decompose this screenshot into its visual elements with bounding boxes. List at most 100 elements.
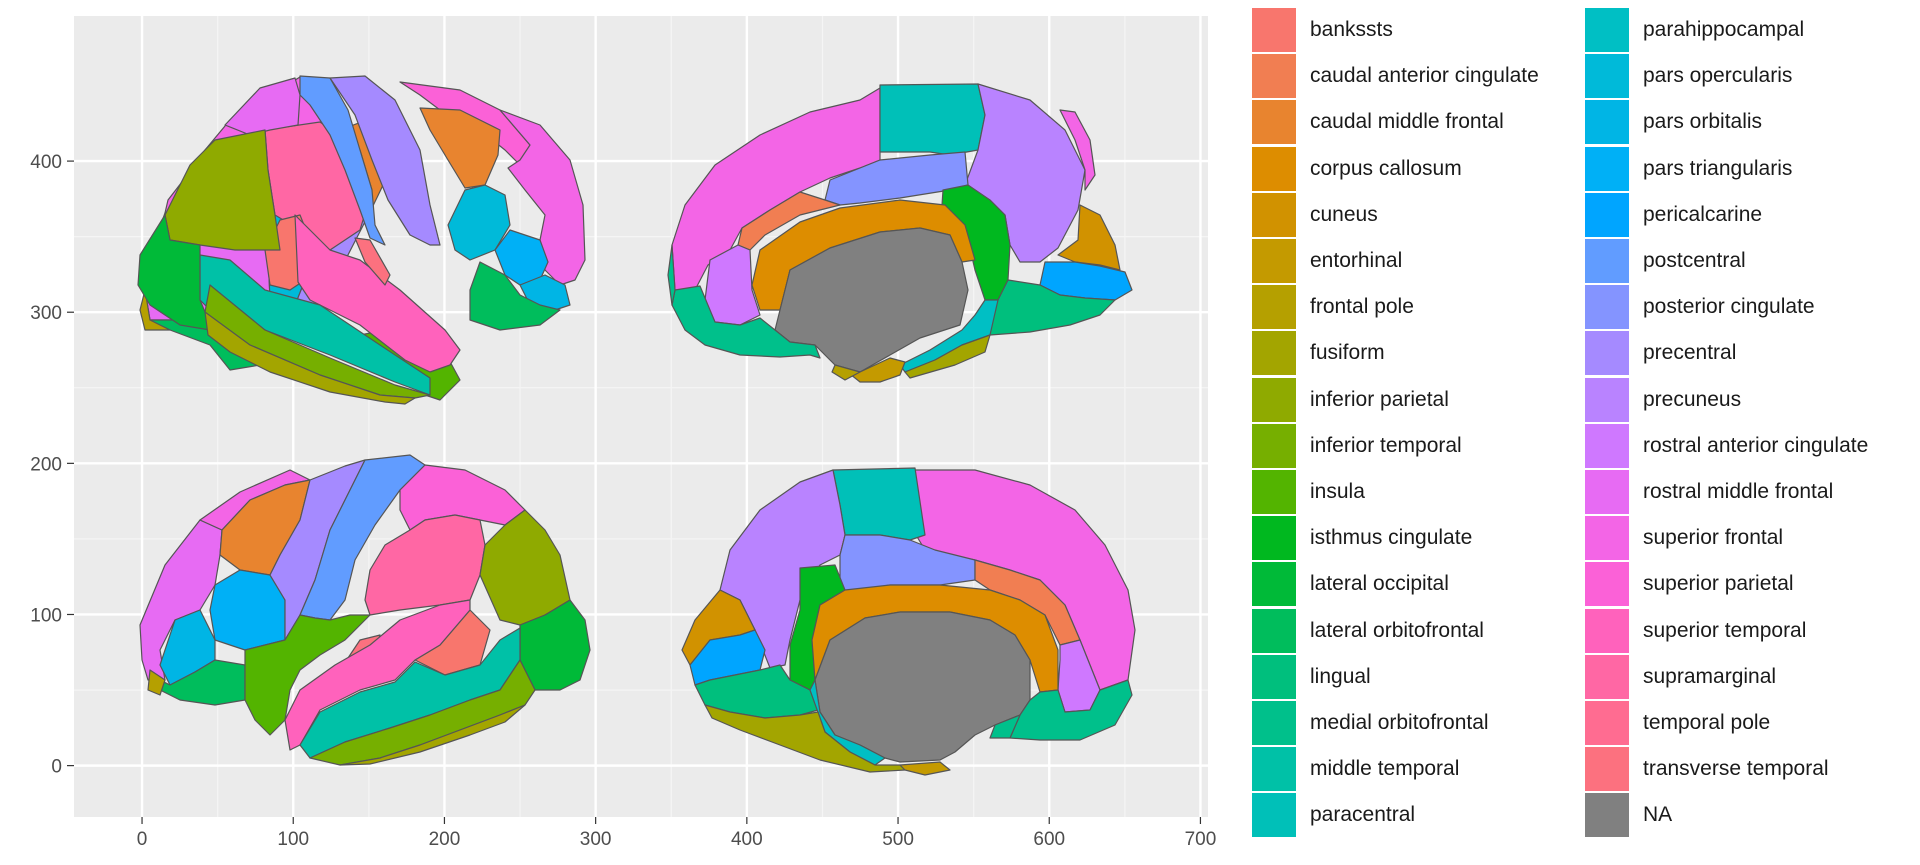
region-cuneus-m xyxy=(1057,204,1121,271)
legend-label: caudal anterior cingulate xyxy=(1310,64,1539,88)
legend-item: pars orbitalis xyxy=(1583,100,1913,145)
legend-label: middle temporal xyxy=(1310,757,1460,781)
legend-key xyxy=(1585,54,1629,99)
region-fusiform xyxy=(204,311,416,405)
region-insula-r xyxy=(244,614,371,736)
brain-medial-right xyxy=(681,467,1136,776)
legend-item: pars triangularis xyxy=(1583,146,1913,191)
legend-key xyxy=(1252,8,1296,52)
legend-label: posterior cingulate xyxy=(1643,295,1815,319)
region-superior-temporal xyxy=(294,214,461,373)
region-superior-frontal-m xyxy=(671,87,881,291)
legend-key xyxy=(1585,285,1629,330)
y-tick-label: 0 xyxy=(51,757,62,778)
region-precuneus-m xyxy=(964,83,1086,263)
brain-medial-left xyxy=(667,83,1133,383)
legend-key xyxy=(1585,331,1629,376)
legend-key xyxy=(1585,562,1629,607)
region-entorhinal-m xyxy=(844,357,906,383)
legend-key xyxy=(1252,654,1296,699)
legend-item: isthmus cingulate xyxy=(1250,516,1580,561)
legend-key xyxy=(1585,8,1629,52)
brain-atlas-plot: 0 100 200 300 400 500 600 700 0 100 200 300 400 xyxy=(30,16,1217,850)
legend-item: fusiform xyxy=(1250,331,1580,376)
legend-item: superior parietal xyxy=(1583,562,1913,607)
legend-key xyxy=(1585,377,1629,422)
region-medial-orbitofrontal-m xyxy=(671,285,821,359)
region-medial-orbitofrontal-m2 xyxy=(667,244,676,306)
legend-item: medial orbitofrontal xyxy=(1250,701,1580,745)
legend-key xyxy=(1585,747,1629,792)
x-tick-label: 400 xyxy=(731,829,763,850)
legend-label: lateral occipital xyxy=(1310,572,1449,596)
region-superior-frontal-m-edge xyxy=(1059,109,1096,191)
legend-key xyxy=(1585,470,1629,514)
region-frontal-pole xyxy=(139,289,171,331)
legend-key xyxy=(1585,100,1629,145)
region-paracentral-m xyxy=(879,83,986,156)
legend-key xyxy=(1252,331,1296,376)
legend-item: bankssts xyxy=(1250,8,1580,52)
legend-item: parahippocampal xyxy=(1583,8,1913,52)
x-tick-label: 0 xyxy=(137,829,148,850)
legend-item: pars opercularis xyxy=(1583,54,1913,99)
legend-item: superior temporal xyxy=(1583,608,1913,653)
region-frontal-pole-m xyxy=(831,364,861,381)
legend-label: corpus callosum xyxy=(1310,156,1462,180)
legend-label: lateral orbitofrontal xyxy=(1310,618,1484,642)
brain-lateral-right xyxy=(139,454,591,766)
legend-key xyxy=(1252,377,1296,422)
legend-label: frontal pole xyxy=(1310,295,1414,319)
legend: bankssts caudal anterior cingulate caudal … xyxy=(1250,8,1916,848)
legend-label: superior temporal xyxy=(1643,618,1807,642)
y-tick-label: 200 xyxy=(30,454,62,475)
y-tick-label: 400 xyxy=(30,152,62,173)
legend-item: precuneus xyxy=(1583,377,1913,422)
legend-label: medial orbitofrontal xyxy=(1310,711,1489,734)
legend-label: pars orbitalis xyxy=(1643,110,1763,134)
legend-key xyxy=(1252,701,1296,745)
legend-key xyxy=(1252,100,1296,145)
region-medial-orbitofrontal-mr xyxy=(1009,679,1133,741)
region-precentral-upper xyxy=(329,75,441,246)
legend-item: insula xyxy=(1250,470,1580,514)
legend-item: cuneus xyxy=(1250,192,1580,237)
legend-label: postcentral xyxy=(1643,249,1746,272)
y-tick-label: 300 xyxy=(30,303,62,324)
legend-label: inferior temporal xyxy=(1310,433,1462,457)
legend-label: parahippocampal xyxy=(1643,18,1805,41)
legend-label: isthmus cingulate xyxy=(1310,526,1473,550)
legend-key xyxy=(1252,562,1296,607)
region-medial-orbitofrontal-mr2 xyxy=(989,714,1021,739)
x-tick-label: 300 xyxy=(580,829,612,850)
legend-key xyxy=(1252,470,1296,514)
legend-key xyxy=(1252,608,1296,653)
legend-label: entorhinal xyxy=(1310,249,1403,272)
legend-key xyxy=(1585,146,1629,191)
region-entorhinal-mr xyxy=(899,761,951,776)
legend-label: NA xyxy=(1643,803,1673,827)
legend-label: superior frontal xyxy=(1643,526,1784,550)
legend-key xyxy=(1585,793,1629,838)
legend-item: supramarginal xyxy=(1583,654,1913,699)
legend-key xyxy=(1585,423,1629,468)
legend-label: precentral xyxy=(1643,341,1737,365)
legend-label: insula xyxy=(1310,480,1365,503)
legend-key xyxy=(1252,239,1296,283)
legend-label: pars opercularis xyxy=(1643,64,1793,88)
legend-item: lingual xyxy=(1250,654,1580,699)
legend-key xyxy=(1585,608,1629,653)
legend-label: pericalcarine xyxy=(1643,202,1763,226)
legend-label: fusiform xyxy=(1310,341,1385,365)
legend-label: inferior parietal xyxy=(1310,387,1449,411)
x-tick-label: 100 xyxy=(277,829,309,850)
y-tick-label: 100 xyxy=(30,605,62,626)
legend-label: precuneus xyxy=(1643,387,1742,411)
legend-label: lingual xyxy=(1310,664,1371,688)
legend-label: paracentral xyxy=(1310,803,1416,827)
legend-label: caudal middle frontal xyxy=(1310,110,1504,134)
region-fusiform-m xyxy=(904,334,991,379)
x-tick-label: 700 xyxy=(1185,829,1217,850)
legend-item: transverse temporal xyxy=(1583,747,1913,792)
legend-key xyxy=(1252,793,1296,838)
